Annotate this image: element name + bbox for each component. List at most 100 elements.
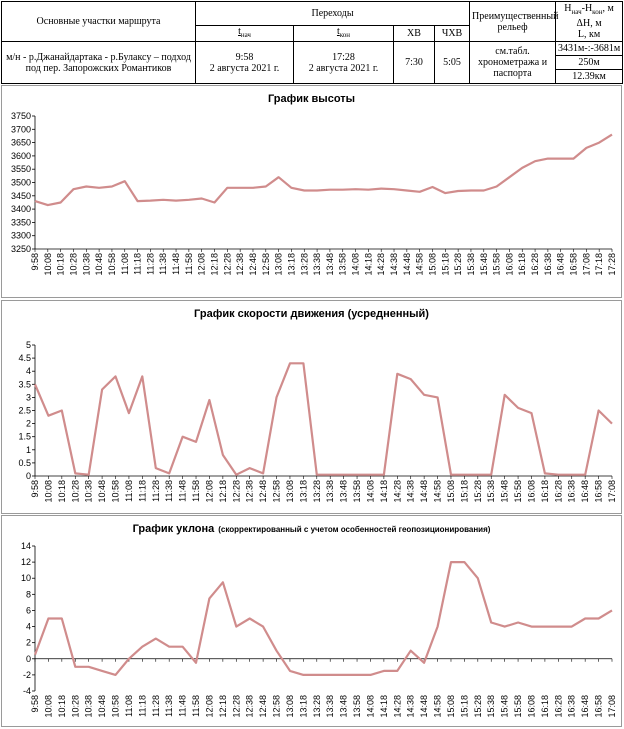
x-tick-label: 11:08 bbox=[124, 695, 134, 717]
x-tick-label: 16:08 bbox=[526, 695, 536, 718]
x-tick-label: 12:58 bbox=[261, 253, 271, 276]
x-tick-label: 16:48 bbox=[580, 695, 590, 718]
x-tick-label: 12:58 bbox=[272, 695, 282, 718]
y-tick-label: 0 bbox=[26, 654, 31, 664]
x-tick-label: 16:18 bbox=[540, 480, 550, 503]
x-tick-label: 15:38 bbox=[466, 253, 476, 276]
x-tick-label: 10:38 bbox=[84, 480, 94, 503]
x-tick-label: 16:28 bbox=[530, 253, 540, 276]
x-tick-label: 15:38 bbox=[486, 695, 496, 718]
y-tick-label: 3600 bbox=[11, 151, 31, 161]
x-tick-label: 15:38 bbox=[486, 480, 496, 503]
x-tick-label: 14:08 bbox=[365, 480, 375, 503]
x-tick-label: 14:08 bbox=[365, 695, 375, 718]
x-tick-label: 14:58 bbox=[433, 480, 443, 503]
y-tick-label: 3300 bbox=[11, 231, 31, 241]
x-tick-label: 11:18 bbox=[137, 480, 147, 502]
x-tick-label: 10:18 bbox=[57, 695, 67, 718]
x-tick-label: 14:58 bbox=[433, 695, 443, 718]
x-tick-label: 10:48 bbox=[97, 695, 107, 718]
x-tick-label: 15:18 bbox=[459, 695, 469, 718]
x-tick-label: 14:48 bbox=[402, 253, 412, 276]
x-tick-label: 12:28 bbox=[231, 480, 241, 503]
length-cell: 12.39км bbox=[555, 69, 624, 84]
y-tick-label: -2 bbox=[23, 670, 31, 680]
x-tick-label: 11:58 bbox=[184, 253, 194, 275]
x-tick-label: 16:18 bbox=[540, 695, 550, 718]
x-tick-label: 13:38 bbox=[325, 480, 335, 503]
x-tick-label: 14:38 bbox=[406, 480, 416, 503]
relief-cell: см.табл. хронометража и паспорта bbox=[469, 41, 557, 84]
x-tick-label: 10:28 bbox=[70, 695, 80, 718]
x-tick-label: 12:18 bbox=[210, 253, 220, 276]
chart-svg: График скорости движения (усредненный) 0 0… bbox=[18, 308, 617, 503]
x-tick-label: 14:48 bbox=[419, 695, 429, 718]
x-tick-label: 10:08 bbox=[43, 695, 53, 718]
x-tick-label: 12:08 bbox=[197, 253, 207, 276]
x-tick-label: 11:28 bbox=[145, 253, 155, 275]
y-tick-label: 6 bbox=[26, 605, 31, 615]
x-tick-label: 11:08 bbox=[124, 480, 134, 502]
y-tick-label: 2 bbox=[26, 419, 31, 429]
x-tick-label: 15:28 bbox=[473, 695, 483, 718]
y-tick-label: 14 bbox=[21, 541, 31, 551]
x-tick-label: 17:08 bbox=[581, 253, 591, 276]
x-tick-label: 15:08 bbox=[446, 480, 456, 503]
x-tick-label: 14:18 bbox=[379, 695, 389, 718]
x-tick-label: 15:48 bbox=[500, 480, 510, 503]
x-tick-label: 13:38 bbox=[325, 695, 335, 718]
x-tick-label: 13:28 bbox=[312, 480, 322, 503]
y-tick-label: 3 bbox=[26, 392, 31, 402]
speed-chart: График скорости движения (усредненный) 0 0… bbox=[1, 300, 622, 514]
x-tick-label: 15:58 bbox=[513, 480, 523, 503]
altitude-chart: График высоты 3250 3300 3350 3400 3450 3500 355… bbox=[1, 85, 622, 298]
x-tick-label: 12:28 bbox=[231, 695, 241, 718]
x-tick-label: 13:08 bbox=[274, 253, 284, 276]
series-line bbox=[33, 362, 613, 476]
t-start-cell: 9:58 2 августа 2021 г. bbox=[195, 41, 294, 84]
y-tick-label: 3550 bbox=[11, 164, 31, 174]
x-tick-label: 12:38 bbox=[245, 695, 255, 718]
y-tick-label: 3450 bbox=[11, 191, 31, 201]
x-tick-label: 10:58 bbox=[107, 253, 117, 276]
x-tick-label: 13:58 bbox=[338, 253, 348, 276]
y-tick-label: 4.5 bbox=[18, 353, 31, 363]
y-tick-label: 3500 bbox=[11, 178, 31, 188]
x-tick-label: 16:08 bbox=[526, 480, 536, 503]
x-tick-label: 17:18 bbox=[594, 253, 604, 276]
x-tick-label: 9:58 bbox=[30, 480, 40, 498]
x-tick-label: 13:18 bbox=[298, 695, 308, 718]
col-relief-header: Преимущественный рельеф bbox=[469, 1, 558, 42]
chart-subtitle: (скорректированный с учетом особенностей… bbox=[218, 525, 490, 534]
x-tick-label: 13:08 bbox=[285, 480, 295, 503]
col-chv-header: ЧХВ bbox=[433, 25, 471, 42]
x-tick-label: 13:48 bbox=[339, 695, 349, 718]
x-tick-label: 11:18 bbox=[137, 695, 147, 717]
x-tick-label: 13:48 bbox=[325, 253, 335, 276]
y-tick-label: 4 bbox=[26, 366, 31, 376]
x-tick-label: 16:58 bbox=[569, 253, 579, 276]
chv-cell: 5:05 bbox=[433, 41, 471, 84]
y-tick-label: 1 bbox=[26, 445, 31, 455]
x-tick-label: 15:48 bbox=[500, 695, 510, 718]
hv-cell: 7:30 bbox=[393, 41, 435, 84]
x-tick-label: 13:58 bbox=[352, 480, 362, 503]
x-tick-label: 13:58 bbox=[352, 695, 362, 718]
y-tick-label: 3250 bbox=[11, 244, 31, 254]
y-tick-label: 4 bbox=[26, 622, 31, 632]
y-tick-label: 3700 bbox=[11, 124, 31, 134]
x-tick-label: 9:58 bbox=[30, 695, 40, 713]
col-t-start-header: tнач bbox=[195, 25, 294, 42]
x-tick-label: 11:18 bbox=[133, 253, 143, 275]
slope-chart: График уклона (скорректированный с учетом… bbox=[1, 515, 622, 727]
chart-svg: График уклона (скорректированный с учетом… bbox=[21, 523, 617, 718]
y-tick-label: 12 bbox=[21, 557, 31, 567]
x-tick-label: 13:38 bbox=[312, 253, 322, 276]
x-tick-label: 12:18 bbox=[218, 695, 228, 718]
x-tick-label: 10:58 bbox=[111, 480, 121, 503]
x-tick-label: 14:38 bbox=[406, 695, 416, 718]
x-tick-label: 12:08 bbox=[204, 695, 214, 718]
x-tick-label: 11:58 bbox=[191, 480, 201, 502]
x-tick-label: 12:48 bbox=[248, 253, 258, 276]
x-tick-label: 16:28 bbox=[553, 695, 563, 718]
